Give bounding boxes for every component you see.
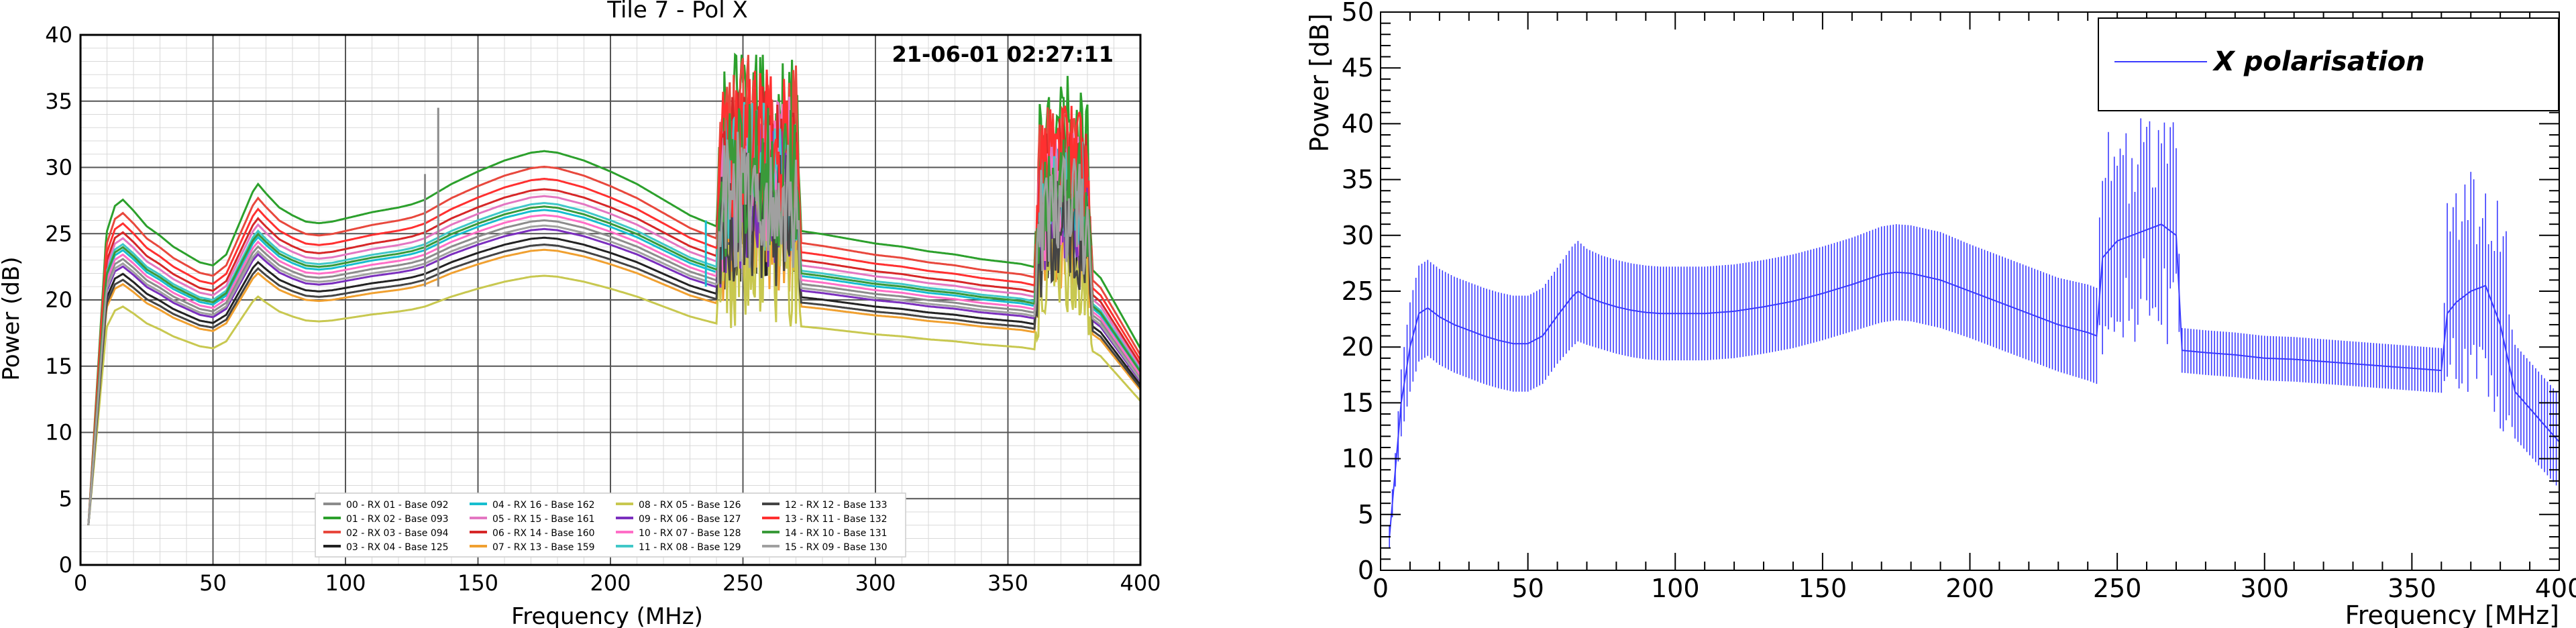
x-axis-label: Frequency [MHz]	[2345, 600, 2559, 628]
chart-x-polarisation: 0 50 100 150 200 250 300 350 400 0 5 10 15 20 25 30 35 40…	[1305, 0, 2576, 628]
x-tick-label: 0	[1373, 574, 1389, 603]
series-line-12	[87, 142, 1142, 525]
x-tick-label: 350	[987, 570, 1028, 596]
y-axis-label: Power [dB]	[1305, 13, 1334, 152]
legend-entry: 06 - RX 14 - Base 160	[492, 528, 595, 539]
legend-entry: 04 - RX 16 - Base 162	[492, 500, 595, 511]
y-tick-label: 30	[1342, 221, 1374, 250]
series-line-14	[87, 104, 1142, 525]
plot-area: 0 50 100 150 200 250 300 350 400 0 5 10 15 20 25 30 35 40	[45, 22, 1161, 596]
y-tick-label: 0	[1358, 556, 1374, 585]
x-tick-label: 150	[458, 570, 498, 596]
chart-title: Tile 7 - Pol X	[606, 0, 748, 23]
legend-entry: 10 - RX 07 - Base 128	[639, 528, 741, 539]
x-tick-label: 300	[2240, 574, 2289, 603]
x-tick-label: 200	[590, 570, 631, 596]
y-tick-label: 35	[45, 89, 72, 114]
legend-entry: 00 - RX 01 - Base 092	[346, 500, 449, 511]
legend-entry: 14 - RX 10 - Base 131	[785, 528, 888, 539]
legend-entry: 09 - RX 06 - Base 127	[639, 514, 741, 525]
y-tick-label: 35	[1342, 165, 1374, 195]
x-tick-label: 150	[1799, 574, 1847, 603]
legend-entry: 12 - RX 12 - Base 133	[785, 500, 888, 511]
x-tick-label: 400	[1120, 570, 1161, 596]
legend-entry: 02 - RX 03 - Base 094	[346, 528, 449, 539]
series-line-0	[87, 120, 1142, 525]
y-tick-label: 30	[45, 155, 72, 180]
legend-entry: 11 - RX 08 - Base 129	[639, 542, 741, 553]
legend-entry: 15 - RX 09 - Base 130	[785, 542, 888, 553]
series-line-4	[87, 107, 1142, 525]
y-tick-label: 10	[1342, 444, 1374, 474]
chart-tile7-polx: Tile 7 - Pol X 0 50 100 150 200 250 300 350 4000…	[0, 0, 1161, 628]
series-line-6	[87, 86, 1142, 525]
x-tick-label: 300	[855, 570, 896, 596]
series-line-7	[87, 155, 1142, 525]
legend-entry: X polarisation	[2212, 46, 2425, 77]
legend-entry: 07 - RX 13 - Base 159	[492, 542, 595, 553]
series-line-9	[87, 123, 1142, 525]
y-tick-label: 0	[59, 552, 72, 578]
series-line-15	[87, 132, 1142, 525]
series-line-1	[87, 52, 1142, 525]
plot-area: 0 50 100 150 200 250 300 350 400 0 5 10 15 20 25 30 35 40…	[1342, 0, 2576, 603]
x-tick-label: 50	[1511, 574, 1544, 603]
legend-box	[2098, 17, 2559, 111]
y-tick-label: 5	[59, 486, 72, 511]
y-tick-label: 10	[45, 420, 72, 446]
y-tick-label: 25	[1342, 276, 1374, 306]
y-tick-label: 20	[45, 287, 72, 313]
y-axis-label: Power (dB)	[0, 256, 25, 380]
y-tick-label: 15	[1342, 388, 1374, 417]
y-tick-label: 20	[1342, 332, 1374, 362]
x-tick-label: 400	[2535, 574, 2576, 603]
x-tick-label: 350	[2387, 574, 2436, 603]
series-mean-line	[1389, 223, 2560, 537]
y-tick-label: 25	[45, 221, 72, 246]
y-tick-label: 5	[1358, 500, 1374, 529]
legend-entry: 03 - RX 04 - Base 125	[346, 542, 449, 553]
series-line-13	[87, 69, 1142, 525]
y-tick-label: 45	[1342, 53, 1374, 83]
x-tick-label: 100	[1651, 574, 1700, 603]
legend-entry: 01 - RX 02 - Base 093	[346, 514, 449, 525]
series-line-10	[87, 120, 1142, 525]
legend: 00 - RX 01 - Base 092 01 - RX 02 - Base 0…	[315, 492, 906, 558]
series-line-3	[87, 136, 1142, 525]
y-tick-label: 40	[45, 22, 72, 48]
series-line-11	[87, 102, 1142, 525]
legend: X polarisation	[2098, 17, 2559, 111]
x-tick-label: 250	[722, 570, 763, 596]
timestamp-label: 21-06-01 02:27:11	[892, 42, 1114, 67]
x-tick-label: 100	[325, 570, 366, 596]
legend-box	[315, 492, 906, 558]
y-tick-label: 50	[1342, 0, 1374, 27]
legend-entry: 13 - RX 11 - Base 132	[785, 514, 888, 525]
x-tick-label: 0	[74, 570, 87, 596]
series-line-5	[87, 93, 1142, 525]
series-line-2	[87, 54, 1142, 525]
x-tick-label: 200	[1945, 574, 1994, 603]
series-line-8	[87, 182, 1142, 525]
legend-entry: 08 - RX 05 - Base 126	[639, 500, 741, 511]
plot-frame	[79, 34, 1142, 566]
y-tick-label: 40	[1342, 109, 1374, 138]
legend-entry: 05 - RX 15 - Base 161	[492, 514, 595, 525]
x-axis-label: Frequency (MHz)	[511, 603, 703, 628]
x-tick-label: 50	[199, 570, 227, 596]
x-tick-label: 250	[2093, 574, 2142, 603]
y-tick-label: 15	[45, 354, 72, 379]
